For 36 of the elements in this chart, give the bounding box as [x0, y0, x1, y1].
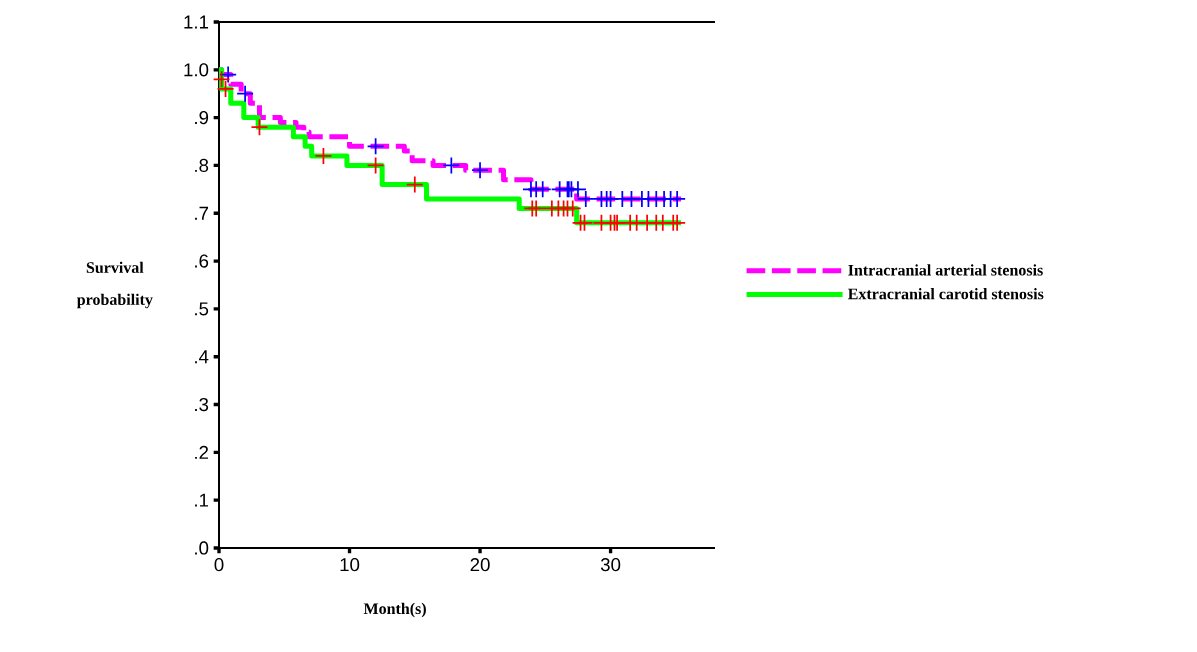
- x-tick-label: 30: [600, 558, 621, 572]
- y-tick-label: .6: [195, 254, 209, 268]
- y-tick-label: .7: [195, 206, 209, 220]
- point: [212, 70, 231, 89]
- point: [219, 65, 238, 84]
- y-tick-label: 1.1: [184, 15, 209, 29]
- point: [236, 84, 254, 103]
- x-tick-label: 20: [470, 558, 490, 572]
- x-axis-title: Month(s): [363, 602, 426, 618]
- y-tick-label: .8: [195, 158, 209, 173]
- y-tick-label: .0: [195, 541, 209, 555]
- point: [366, 156, 385, 175]
- point: [533, 180, 552, 199]
- y-tick-label: .5: [195, 302, 209, 316]
- point: [314, 147, 333, 165]
- y-tick-label: .1: [195, 493, 209, 507]
- text: Extracranial carotid stenosis: [848, 288, 1044, 300]
- point: [575, 213, 594, 232]
- text: Intracranial arterial stenosis: [848, 264, 1043, 276]
- point: [366, 137, 385, 156]
- point: [668, 190, 687, 208]
- point: [405, 175, 424, 194]
- y-tick-label: .3: [195, 397, 209, 412]
- text: Survival probability: [76, 261, 153, 309]
- point: [471, 161, 489, 180]
- point: [216, 80, 235, 98]
- y-tick-label: .9: [195, 111, 209, 125]
- point: [442, 156, 461, 175]
- point: [250, 118, 269, 137]
- x-tick-label: 0: [214, 558, 224, 572]
- y-tick-label: 1.0: [184, 63, 209, 77]
- y-tick-label: .4: [195, 350, 209, 364]
- x-tick-label: 10: [340, 558, 360, 572]
- point: [527, 199, 546, 218]
- point: [563, 199, 582, 218]
- y-tick-label: .2: [195, 445, 209, 459]
